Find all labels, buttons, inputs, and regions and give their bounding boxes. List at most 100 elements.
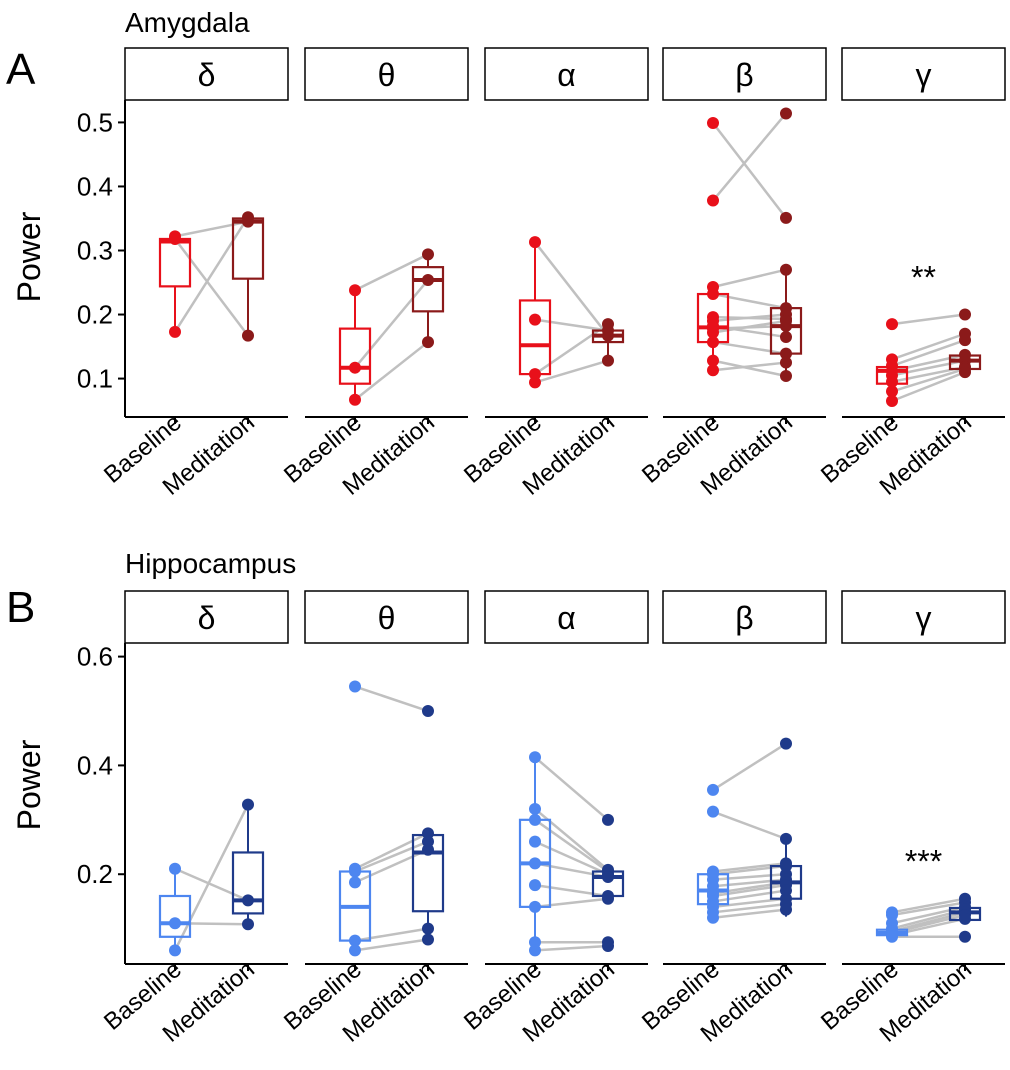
facet-strip xyxy=(484,590,649,644)
pair-line xyxy=(891,313,966,326)
pair-line xyxy=(891,901,966,917)
pair-line xyxy=(712,359,787,378)
data-point-baseline xyxy=(349,865,361,878)
facet-strip-label: γ xyxy=(916,600,932,636)
pair-line xyxy=(534,862,609,879)
data-point-meditation xyxy=(780,370,792,383)
pair-line xyxy=(712,361,787,372)
pair-line xyxy=(891,367,966,393)
box-iqr xyxy=(518,299,552,376)
pair-line xyxy=(354,685,429,713)
panel-b: B Hippocampus Power 0.2 0.4 0.6δBaselineMedit… xyxy=(6,548,1006,1048)
data-point-meditation xyxy=(959,366,971,379)
pair-line xyxy=(354,840,429,873)
pair-line xyxy=(891,359,966,377)
y-tick-label: 0.2 xyxy=(77,300,113,330)
data-point-meditation xyxy=(602,354,614,367)
data-point-meditation xyxy=(780,211,792,224)
box-iqr xyxy=(158,237,192,288)
data-point-baseline xyxy=(169,917,181,930)
facet-strip xyxy=(841,590,1006,644)
data-point-baseline xyxy=(707,326,719,339)
data-point-baseline xyxy=(707,783,719,796)
pair-line xyxy=(891,353,966,373)
pair-line xyxy=(712,313,787,323)
data-point-baseline xyxy=(529,313,541,326)
pair-line xyxy=(534,359,609,384)
data-point-baseline xyxy=(529,944,541,957)
data-point-meditation xyxy=(959,930,971,943)
box-iqr xyxy=(338,327,372,385)
panel-title: Hippocampus xyxy=(125,548,296,579)
data-point-meditation xyxy=(780,832,792,845)
y-tick-label: 0.2 xyxy=(77,859,113,889)
pair-line xyxy=(712,889,787,903)
data-point-meditation xyxy=(422,336,434,349)
data-point-meditation xyxy=(602,940,614,953)
data-point-baseline xyxy=(349,680,361,693)
data-point-meditation xyxy=(780,347,792,360)
pair-line xyxy=(354,938,429,952)
y-axis-label: Power xyxy=(11,211,47,302)
data-point-meditation xyxy=(780,903,792,916)
data-point-baseline xyxy=(886,930,898,943)
data-point-baseline xyxy=(529,900,541,913)
data-point-meditation xyxy=(422,248,434,261)
pair-line xyxy=(891,338,966,367)
data-point-baseline xyxy=(169,232,181,245)
data-point-baseline xyxy=(529,813,541,826)
data-point-baseline xyxy=(707,805,719,818)
data-point-baseline xyxy=(529,857,541,870)
pair-line xyxy=(712,742,787,791)
data-point-baseline xyxy=(169,944,181,957)
pair-line xyxy=(891,905,966,925)
y-axis-label: Power xyxy=(11,739,47,830)
pair-line xyxy=(354,848,429,884)
data-point-baseline xyxy=(349,393,361,406)
facet-strip xyxy=(662,590,827,644)
pair-line xyxy=(712,810,787,841)
significance-annotation: ** xyxy=(911,260,936,296)
facet-strip-label: α xyxy=(557,57,576,93)
data-point-baseline xyxy=(707,354,719,367)
pair-line xyxy=(173,804,250,951)
pair-line xyxy=(534,883,609,898)
data-point-baseline xyxy=(707,364,719,377)
pair-line xyxy=(354,927,429,942)
data-point-baseline xyxy=(707,117,719,130)
pair-line xyxy=(712,908,787,919)
data-point-baseline xyxy=(349,934,361,947)
pair-line xyxy=(712,292,787,310)
pair-line xyxy=(891,897,966,914)
data-point-baseline xyxy=(707,194,719,207)
pair-line xyxy=(712,340,787,355)
significance-annotation: *** xyxy=(905,844,942,880)
facet-strip xyxy=(662,47,827,101)
data-point-baseline xyxy=(529,879,541,892)
panel-letter: B xyxy=(6,583,35,632)
facet-strip xyxy=(484,47,649,101)
data-point-baseline xyxy=(886,394,898,407)
facet-strip-label: β xyxy=(735,57,753,93)
pair-line xyxy=(712,883,787,898)
data-point-baseline xyxy=(529,368,541,381)
data-point-meditation xyxy=(602,870,614,883)
data-point-meditation xyxy=(422,922,434,935)
pair-line xyxy=(712,897,787,909)
data-point-baseline xyxy=(349,284,361,297)
data-point-baseline xyxy=(707,336,719,349)
data-point-meditation xyxy=(242,798,254,811)
pair-line xyxy=(174,867,249,902)
data-point-baseline xyxy=(529,835,541,848)
pair-line xyxy=(174,238,249,337)
data-point-meditation xyxy=(780,263,792,276)
facet-strip-label: δ xyxy=(198,57,216,93)
data-point-meditation xyxy=(780,314,792,327)
data-point-baseline xyxy=(529,376,541,389)
